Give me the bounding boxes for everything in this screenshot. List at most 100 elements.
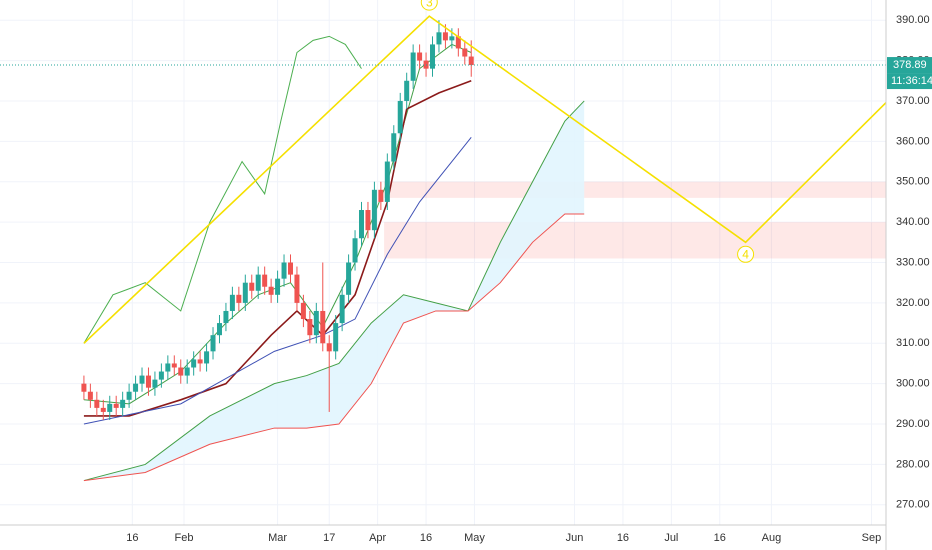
candle-body bbox=[229, 294, 235, 311]
countdown-box bbox=[887, 73, 932, 90]
candle-body bbox=[287, 262, 293, 275]
candle-body bbox=[204, 351, 210, 364]
x-tick-label: 16 bbox=[420, 532, 432, 544]
y-tick-label: 320.00 bbox=[896, 297, 930, 309]
x-tick-label: Mar bbox=[268, 532, 287, 544]
candle-body bbox=[249, 282, 255, 291]
candle-body bbox=[94, 399, 100, 408]
y-tick-label: 270.00 bbox=[896, 499, 930, 511]
candle-body bbox=[352, 238, 358, 263]
x-tick-label: 17 bbox=[323, 532, 335, 544]
last-price-box bbox=[887, 57, 932, 74]
candle-body bbox=[120, 399, 126, 408]
candle-body bbox=[171, 363, 177, 368]
y-tick-label: 310.00 bbox=[896, 337, 930, 349]
candle-body bbox=[371, 189, 377, 231]
cloud-fill bbox=[83, 100, 585, 481]
y-tick-label: 300.00 bbox=[896, 378, 930, 390]
indicator-line bbox=[83, 35, 362, 344]
wave-line bbox=[83, 15, 886, 344]
candle-body bbox=[145, 375, 151, 388]
candle-body bbox=[346, 262, 352, 295]
candle-body bbox=[178, 367, 184, 376]
candle-body bbox=[223, 310, 229, 324]
candle-body bbox=[365, 210, 371, 231]
candle-body bbox=[281, 262, 287, 279]
span-b bbox=[83, 213, 585, 482]
candle-body bbox=[126, 391, 132, 400]
candle-body bbox=[384, 161, 390, 202]
wave-label: 4 bbox=[742, 247, 749, 261]
candle-body bbox=[100, 407, 106, 412]
x-tick-label: Apr bbox=[369, 532, 386, 544]
x-tick-label: Feb bbox=[174, 532, 193, 544]
plot-area: 34 bbox=[0, 0, 886, 482]
candle-body bbox=[436, 32, 442, 45]
candle-body bbox=[133, 383, 139, 392]
indicator-line bbox=[83, 136, 472, 425]
candle-body bbox=[391, 133, 397, 162]
candle-body bbox=[378, 189, 384, 202]
zone bbox=[384, 222, 886, 259]
candle-body bbox=[430, 44, 436, 69]
candle-body bbox=[313, 310, 319, 336]
candle-body bbox=[236, 294, 242, 303]
candle-body bbox=[152, 379, 158, 388]
candle-body bbox=[417, 52, 423, 61]
wave-label-circle bbox=[420, 0, 438, 11]
candle-body bbox=[397, 100, 403, 134]
y-tick-label: 370.00 bbox=[896, 95, 930, 107]
x-tick-label: Jun bbox=[566, 532, 584, 544]
candle-body bbox=[139, 375, 145, 384]
x-tick-label: Jul bbox=[664, 532, 678, 544]
candle-body bbox=[468, 56, 474, 66]
candle-body bbox=[191, 359, 197, 368]
x-tick-label: Aug bbox=[762, 532, 782, 544]
candle-body bbox=[107, 403, 113, 412]
zone bbox=[384, 181, 886, 198]
candle-body bbox=[216, 323, 222, 336]
y-tick-label: 330.00 bbox=[896, 256, 930, 268]
candle-body bbox=[197, 359, 203, 364]
candle-body bbox=[359, 210, 365, 239]
x-tick-label: May bbox=[464, 532, 485, 544]
candle-body bbox=[410, 52, 416, 81]
candle-body bbox=[262, 274, 268, 287]
candle-body bbox=[242, 282, 248, 303]
y-tick-label: 360.00 bbox=[896, 135, 930, 147]
candle-body bbox=[462, 48, 468, 57]
wave-label: 3 bbox=[426, 0, 433, 9]
candle-body bbox=[158, 371, 164, 380]
candle-body bbox=[449, 36, 455, 41]
y-tick-label: 280.00 bbox=[896, 458, 930, 470]
candle-body bbox=[268, 286, 274, 295]
wave-label-circle bbox=[737, 245, 755, 263]
candle-body bbox=[210, 335, 216, 352]
candle-body bbox=[442, 32, 448, 41]
candle-body bbox=[320, 310, 326, 344]
candle-body bbox=[87, 391, 93, 400]
candle-body bbox=[113, 403, 119, 408]
last-price-label: 378.89 bbox=[893, 59, 927, 71]
axes: 270.00 280.00 290.00 300.00 310.00 320.00 330.… bbox=[126, 14, 932, 544]
candle-body bbox=[294, 274, 300, 303]
y-tick-label: 390.00 bbox=[896, 14, 930, 26]
candle-body bbox=[300, 302, 306, 320]
y-tick-label: 340.00 bbox=[896, 216, 930, 228]
candle-body bbox=[255, 274, 261, 291]
candle-body bbox=[81, 383, 87, 392]
x-tick-label: 16 bbox=[126, 532, 138, 544]
candle-body bbox=[326, 343, 332, 352]
y-tick-label: 290.00 bbox=[896, 418, 930, 430]
candle-body bbox=[275, 278, 281, 295]
y-tick-label: 350.00 bbox=[896, 176, 930, 188]
x-tick-label: 16 bbox=[714, 532, 726, 544]
candle-body bbox=[455, 36, 461, 49]
x-tick-label: Sep bbox=[862, 532, 882, 544]
span-a bbox=[83, 100, 585, 482]
candle-body bbox=[339, 294, 345, 324]
candle-body bbox=[404, 80, 410, 101]
candle-body bbox=[184, 367, 190, 376]
x-tick-label: 16 bbox=[617, 532, 629, 544]
